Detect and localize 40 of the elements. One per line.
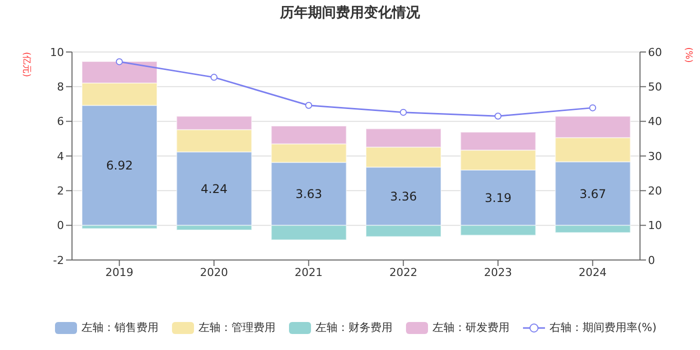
x-tick-label: 2019 xyxy=(105,266,134,279)
x-tick-label: 2022 xyxy=(389,266,418,279)
data-label: 6.92 xyxy=(106,158,133,173)
data-label: 4.24 xyxy=(200,182,228,196)
legend-label: 左轴：销售费用 xyxy=(80,320,158,335)
y2-tick-label: 30 xyxy=(648,150,662,163)
data-label: 3.63 xyxy=(295,187,322,202)
y2-axis-title: (%) xyxy=(682,47,693,63)
y2-tick-label: 0 xyxy=(648,254,655,267)
point xyxy=(494,112,502,120)
legend-label: 左轴：管理费用 xyxy=(197,320,276,335)
x-tick-label: 2023 xyxy=(484,266,512,279)
chart-title: 历年期间费用变化情况 xyxy=(278,4,421,22)
point xyxy=(210,74,218,81)
y2-tick-label: 60 xyxy=(648,46,662,59)
y-tick-label: 0 xyxy=(57,219,64,232)
data-label: 3.19 xyxy=(484,190,512,205)
y2-tick-label: 10 xyxy=(648,219,662,232)
x-tick-label: 2021 xyxy=(294,266,323,279)
y2-tick-label: 20 xyxy=(648,184,662,198)
data-label: 3.36 xyxy=(390,189,417,204)
y-tick-label: 4 xyxy=(57,150,64,163)
y-tick-label: 10 xyxy=(50,46,64,59)
legend-label: 右轴：期间费用率(%) xyxy=(548,320,657,335)
y2-tick-label: 40 xyxy=(648,115,662,128)
legend-label: 左轴：财务费用 xyxy=(314,320,392,335)
point xyxy=(116,58,123,66)
x-tick-label: 2024 xyxy=(578,266,607,279)
x-tick-label: 2020 xyxy=(200,266,228,279)
y2-tick-label: 50 xyxy=(648,80,662,94)
y-tick-label: 2 xyxy=(57,184,64,198)
y-tick-label: 8 xyxy=(57,80,64,94)
point xyxy=(400,108,407,116)
data-label: 3.67 xyxy=(579,186,606,201)
y-tick-label: -2 xyxy=(53,254,64,267)
y-tick-label: 6 xyxy=(57,115,64,128)
point xyxy=(305,102,312,109)
y-axis-title: (亿元) xyxy=(20,52,32,78)
point xyxy=(589,104,596,112)
legend-label: 左轴：研发费用 xyxy=(431,320,510,335)
